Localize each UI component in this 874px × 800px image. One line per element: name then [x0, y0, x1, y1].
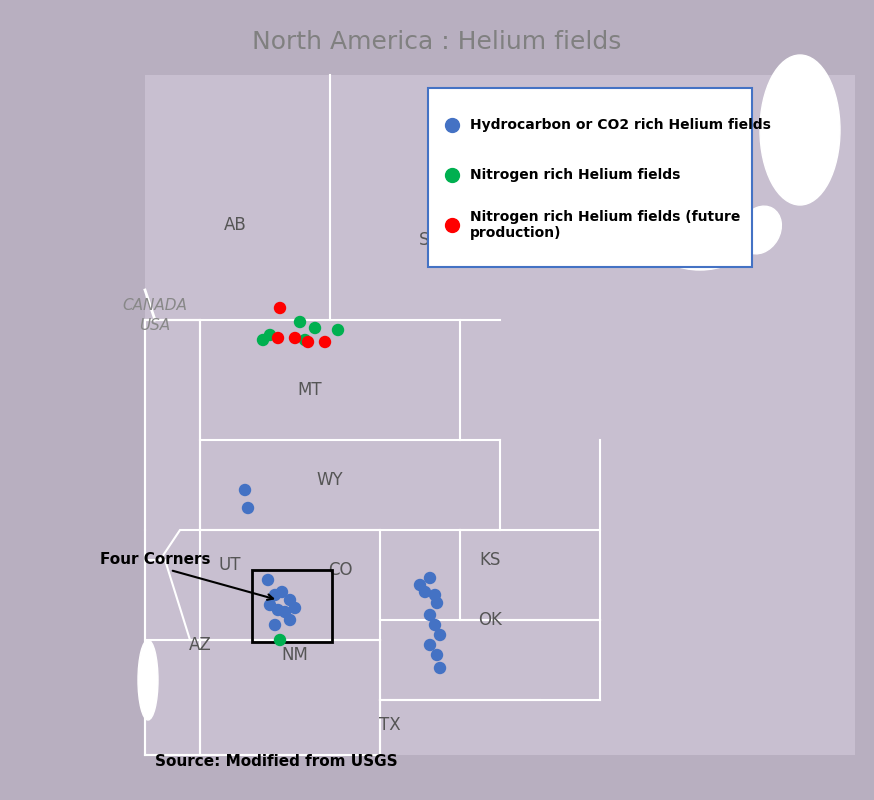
Point [293, 315, 307, 328]
Point [278, 606, 292, 618]
Ellipse shape [739, 206, 781, 254]
Text: TX: TX [379, 716, 401, 734]
Bar [145, 75, 855, 755]
Point [418, 586, 432, 598]
Point [288, 602, 302, 614]
Point [273, 302, 287, 314]
Ellipse shape [760, 55, 840, 205]
Point [273, 634, 287, 646]
Ellipse shape [664, 170, 696, 230]
Point [256, 334, 270, 346]
Point [283, 594, 297, 606]
Point [430, 597, 444, 610]
Point [268, 618, 282, 631]
Text: NM: NM [281, 646, 309, 664]
Point [318, 336, 332, 349]
Point [430, 649, 444, 662]
Ellipse shape [660, 230, 740, 270]
Text: CO: CO [328, 561, 352, 579]
Text: AZ: AZ [189, 636, 212, 654]
Point [428, 589, 442, 602]
Point [428, 618, 442, 631]
Point [288, 331, 302, 344]
Text: USA: USA [140, 318, 170, 333]
Point [301, 336, 315, 349]
Point [271, 331, 285, 344]
Point [413, 578, 427, 591]
FancyBboxPatch shape [428, 88, 752, 267]
Ellipse shape [138, 640, 158, 720]
Text: UT: UT [218, 556, 241, 574]
Text: SK: SK [420, 231, 440, 249]
Bar [252, 570, 332, 642]
Text: North America : Helium fields: North America : Helium fields [253, 30, 621, 54]
Point [423, 638, 437, 651]
Point [445, 218, 459, 231]
Point [433, 662, 447, 674]
Text: OK: OK [478, 611, 502, 629]
Text: Nitrogen rich Helium fields: Nitrogen rich Helium fields [470, 168, 680, 182]
Point [263, 329, 277, 342]
Point [261, 574, 275, 586]
Text: MT: MT [298, 381, 323, 399]
Point [433, 629, 447, 642]
Point [331, 323, 345, 336]
Point [271, 603, 285, 616]
Point [263, 598, 277, 611]
Point [268, 589, 282, 602]
Point [275, 586, 289, 598]
Text: AB: AB [224, 216, 246, 234]
Text: Hydrocarbon or CO2 rich Helium fields: Hydrocarbon or CO2 rich Helium fields [470, 118, 771, 132]
Text: CANADA: CANADA [122, 298, 187, 313]
Text: Nitrogen rich Helium fields (future
production): Nitrogen rich Helium fields (future prod… [470, 210, 740, 240]
Text: WY: WY [316, 471, 343, 489]
Point [283, 614, 297, 626]
Ellipse shape [688, 126, 753, 214]
Ellipse shape [631, 136, 669, 204]
Point [423, 571, 437, 584]
Text: Four Corners: Four Corners [100, 553, 211, 567]
Point [238, 483, 252, 496]
Point [423, 609, 437, 622]
Point [241, 502, 255, 514]
Point [308, 322, 322, 334]
Point [298, 334, 312, 346]
Text: KS: KS [479, 551, 501, 569]
Text: Source: Modified from USGS: Source: Modified from USGS [155, 754, 398, 770]
Point [445, 118, 459, 131]
Point [445, 169, 459, 182]
